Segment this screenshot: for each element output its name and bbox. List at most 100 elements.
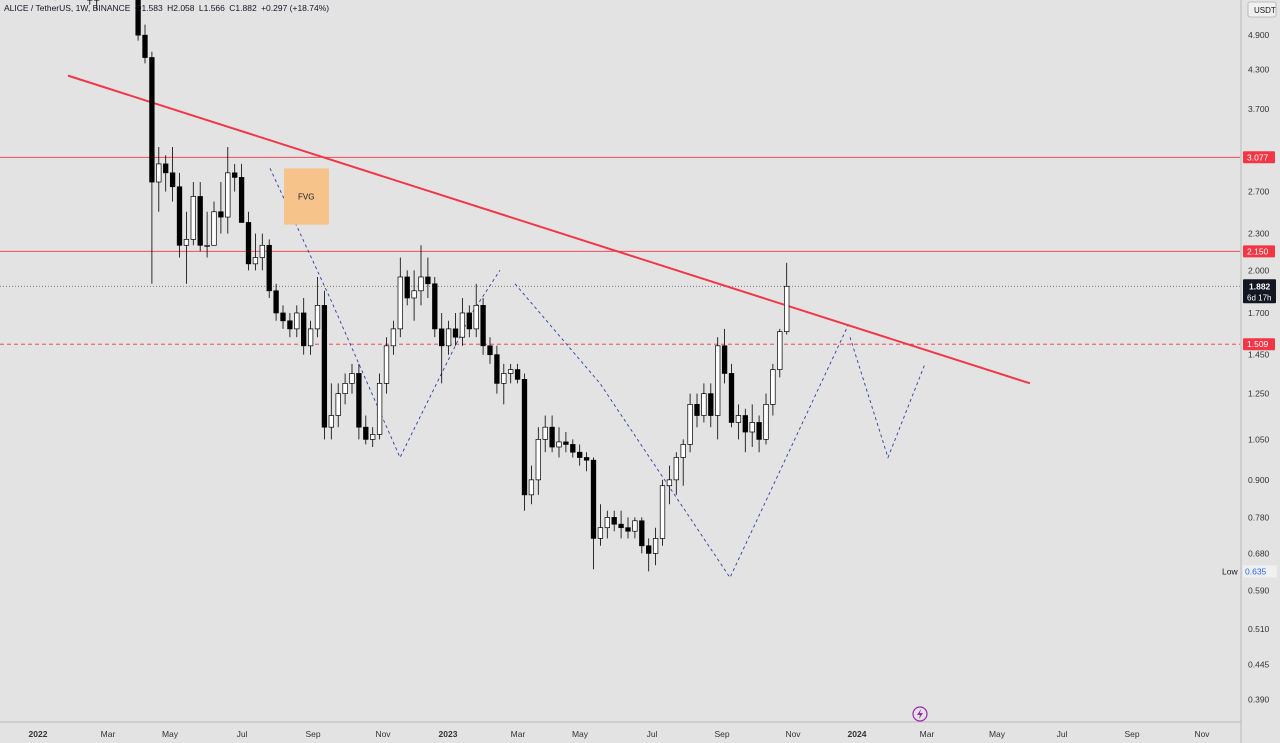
candle[interactable]	[176, 172, 183, 258]
candle[interactable]	[342, 373, 348, 405]
fvg-box[interactable]	[284, 168, 329, 225]
candle[interactable]	[245, 211, 252, 271]
candle[interactable]	[163, 155, 169, 192]
candle[interactable]	[742, 408, 748, 453]
candle[interactable]	[701, 383, 707, 423]
candle[interactable]	[728, 363, 735, 428]
candle[interactable]	[632, 517, 638, 539]
candle[interactable]	[156, 146, 162, 212]
candle[interactable]	[563, 432, 569, 453]
candle[interactable]	[721, 328, 728, 384]
candle[interactable]	[618, 510, 624, 539]
candle[interactable]	[756, 415, 762, 453]
candle[interactable]	[694, 393, 700, 428]
candle[interactable]	[777, 328, 783, 378]
candle[interactable]	[452, 312, 459, 346]
candle[interactable]	[411, 270, 417, 321]
candle[interactable]	[397, 257, 403, 338]
candle[interactable]	[301, 297, 307, 355]
candle[interactable]	[577, 444, 583, 466]
candle[interactable]	[266, 239, 272, 298]
candle[interactable]	[238, 163, 245, 223]
candle[interactable]	[287, 312, 293, 338]
candle[interactable]	[314, 276, 321, 338]
candle[interactable]	[142, 24, 148, 64]
candle[interactable]	[149, 51, 155, 284]
candle[interactable]	[639, 517, 645, 554]
candle[interactable]	[501, 363, 507, 405]
candle[interactable]	[570, 439, 576, 458]
candle[interactable]	[404, 270, 410, 306]
candle[interactable]	[259, 233, 265, 271]
candle[interactable]	[473, 283, 479, 338]
candle[interactable]	[494, 345, 500, 394]
candle[interactable]	[363, 415, 369, 445]
candle[interactable]	[673, 452, 679, 495]
candle[interactable]	[625, 517, 631, 539]
candle[interactable]	[521, 373, 528, 511]
candle[interactable]	[232, 163, 238, 192]
candle[interactable]	[204, 211, 210, 258]
candle[interactable]	[604, 510, 610, 539]
candle[interactable]	[735, 404, 742, 440]
candle[interactable]	[225, 146, 231, 234]
plot-area[interactable]	[0, 0, 1240, 722]
candle[interactable]	[542, 415, 548, 453]
candle[interactable]	[328, 383, 334, 440]
candle[interactable]	[680, 439, 686, 486]
candle[interactable]	[190, 182, 196, 246]
candle[interactable]	[535, 427, 541, 495]
candle[interactable]	[646, 538, 652, 572]
candle[interactable]	[666, 465, 673, 505]
candle[interactable]	[383, 337, 390, 394]
candle[interactable]	[197, 182, 203, 252]
candle[interactable]	[763, 393, 769, 445]
candle[interactable]	[708, 383, 714, 428]
trendline[interactable]	[67, 74, 1031, 385]
candle[interactable]	[784, 262, 790, 335]
candle[interactable]	[715, 337, 721, 440]
lightning-icon[interactable]	[912, 706, 928, 722]
candle[interactable]	[425, 257, 431, 298]
candle[interactable]	[94, 0, 100, 10]
candle[interactable]	[356, 363, 362, 440]
candle[interactable]	[252, 233, 259, 271]
candle[interactable]	[749, 404, 755, 448]
candle[interactable]	[335, 383, 341, 428]
candle[interactable]	[659, 479, 666, 546]
candle[interactable]	[528, 465, 535, 505]
candle[interactable]	[432, 276, 438, 338]
candle[interactable]	[169, 146, 176, 202]
candle[interactable]	[370, 427, 376, 448]
candle[interactable]	[480, 297, 486, 355]
candle[interactable]	[418, 245, 424, 306]
candle[interactable]	[590, 457, 597, 570]
candle[interactable]	[597, 504, 604, 546]
candle[interactable]	[487, 337, 493, 364]
candle[interactable]	[87, 0, 93, 5]
candle[interactable]	[687, 393, 693, 453]
candle[interactable]	[549, 415, 555, 453]
candle[interactable]	[135, 0, 141, 41]
candle[interactable]	[514, 363, 521, 384]
candle[interactable]	[439, 312, 445, 384]
candle[interactable]	[273, 283, 279, 321]
candle[interactable]	[376, 373, 383, 440]
candle[interactable]	[183, 211, 190, 284]
candle[interactable]	[445, 320, 452, 355]
candle[interactable]	[770, 363, 776, 416]
candle[interactable]	[321, 290, 328, 440]
price-axis[interactable]	[1241, 0, 1280, 743]
candle[interactable]	[556, 427, 562, 458]
candle[interactable]	[652, 527, 659, 566]
candle[interactable]	[211, 201, 217, 246]
candle[interactable]	[307, 320, 314, 355]
candle[interactable]	[611, 510, 617, 532]
candle[interactable]	[466, 305, 472, 338]
candle[interactable]	[583, 452, 590, 472]
candle[interactable]	[459, 297, 466, 346]
candle[interactable]	[294, 305, 300, 338]
candle[interactable]	[508, 363, 514, 384]
